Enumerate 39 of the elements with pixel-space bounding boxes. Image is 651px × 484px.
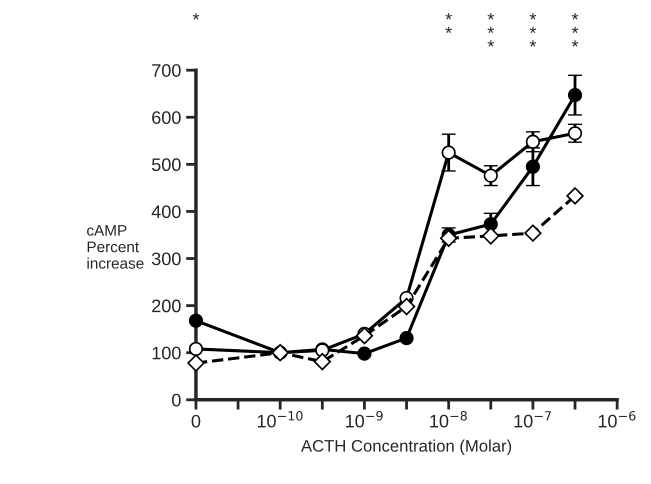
text: * * *: [488, 13, 494, 47]
y-axis-title: cAMP Percent increase: [87, 225, 144, 269]
point: [484, 217, 498, 232]
y-tick-label: 300: [152, 252, 181, 266]
y-tick-label: 0: [172, 394, 181, 407]
x-tick-label: 10$^{−7}$: [514, 411, 551, 428]
y-tick-label: 200: [152, 300, 181, 312]
text: * *: [445, 13, 452, 34]
point: [526, 134, 540, 149]
point: [187, 354, 205, 372]
text: * * *: [572, 13, 578, 47]
point: [566, 187, 584, 205]
point: [399, 331, 414, 346]
point: [356, 327, 374, 344]
y-tick-label: 400: [152, 205, 181, 218]
point: [188, 342, 204, 356]
text: * * *: [530, 13, 536, 47]
x-tick-label: 10$^{−9}$: [346, 411, 383, 428]
x-tick-label: 10$^{−10}$: [258, 411, 303, 428]
x-tick-label: 10$^{−6}$: [598, 411, 636, 428]
point: [526, 160, 540, 174]
text: *: [192, 13, 200, 20]
point: [524, 224, 542, 242]
point: [357, 346, 372, 361]
y-tick-label: 100: [152, 346, 181, 360]
point: [568, 126, 582, 140]
y-tick-label: 500: [152, 158, 181, 172]
y-tick-label: 700: [152, 64, 181, 77]
y-tick-label: 600: [152, 111, 181, 124]
point: [398, 298, 416, 316]
point: [482, 227, 500, 245]
point: [442, 145, 456, 160]
x-axis-title: ACTH Concentration (Molar): [301, 440, 512, 456]
point: [568, 88, 582, 102]
x-tick-label: 10$^{−8}$: [430, 411, 467, 428]
point: [188, 314, 204, 328]
point: [314, 352, 331, 370]
x-tick-label: 0: [192, 414, 200, 428]
point: [484, 168, 498, 183]
